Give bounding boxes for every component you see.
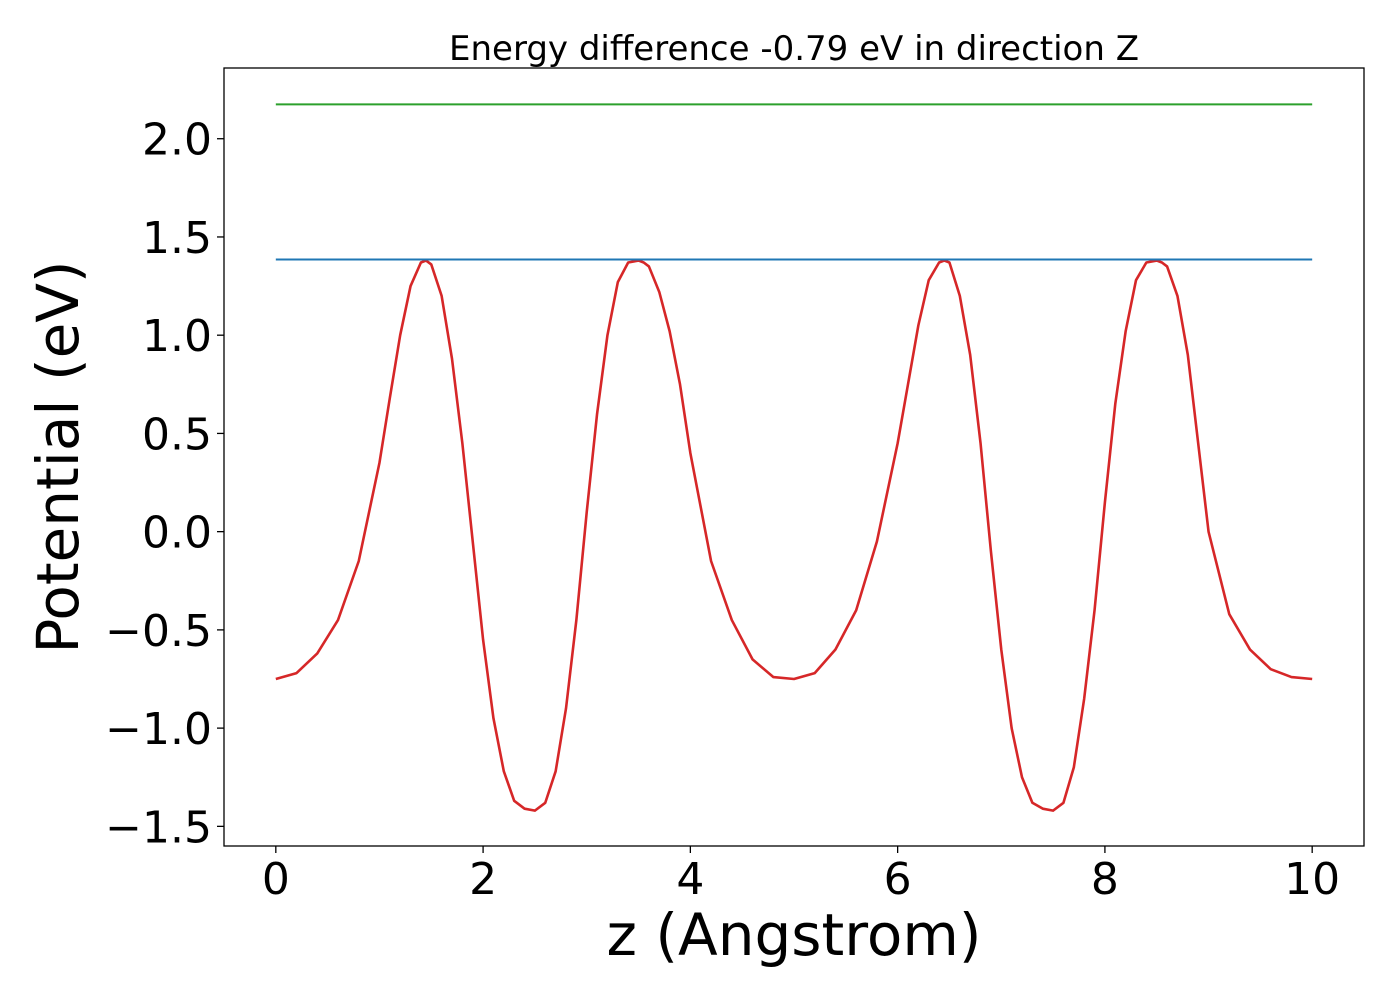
x-tick-label: 8 (1091, 854, 1119, 905)
y-tick-label: −1.0 (105, 704, 212, 755)
chart-title: Energy difference -0.79 eV in direction … (449, 29, 1139, 69)
x-tick-label: 0 (262, 854, 290, 905)
x-tick-label: 4 (676, 854, 704, 905)
y-tick-label: 1.5 (142, 213, 212, 264)
y-tick-label: −0.5 (105, 606, 212, 657)
y-tick-label: 0.0 (142, 508, 212, 559)
x-tick-label: 6 (884, 854, 912, 905)
potential-curve (275, 259, 1313, 812)
y-tick-label: 0.5 (142, 409, 212, 460)
series-layer (275, 103, 1313, 812)
y-tick-label: 1.0 (142, 311, 212, 362)
y-axis-ticks: −1.5 −1.0 −0.5 0.0 0.5 1.0 1.5 2.0 (105, 115, 224, 853)
y-axis-label: Potential (eV) (24, 260, 92, 653)
x-tick-label: 10 (1284, 854, 1340, 905)
x-tick-label: 2 (469, 854, 497, 905)
plot-frame (223, 67, 1365, 847)
y-tick-label: 2.0 (142, 115, 212, 166)
x-axis-label: z (Angstrom) (607, 901, 982, 969)
y-tick-label: −1.5 (105, 802, 212, 853)
x-axis-ticks: 0 2 4 6 8 10 (262, 846, 1340, 905)
